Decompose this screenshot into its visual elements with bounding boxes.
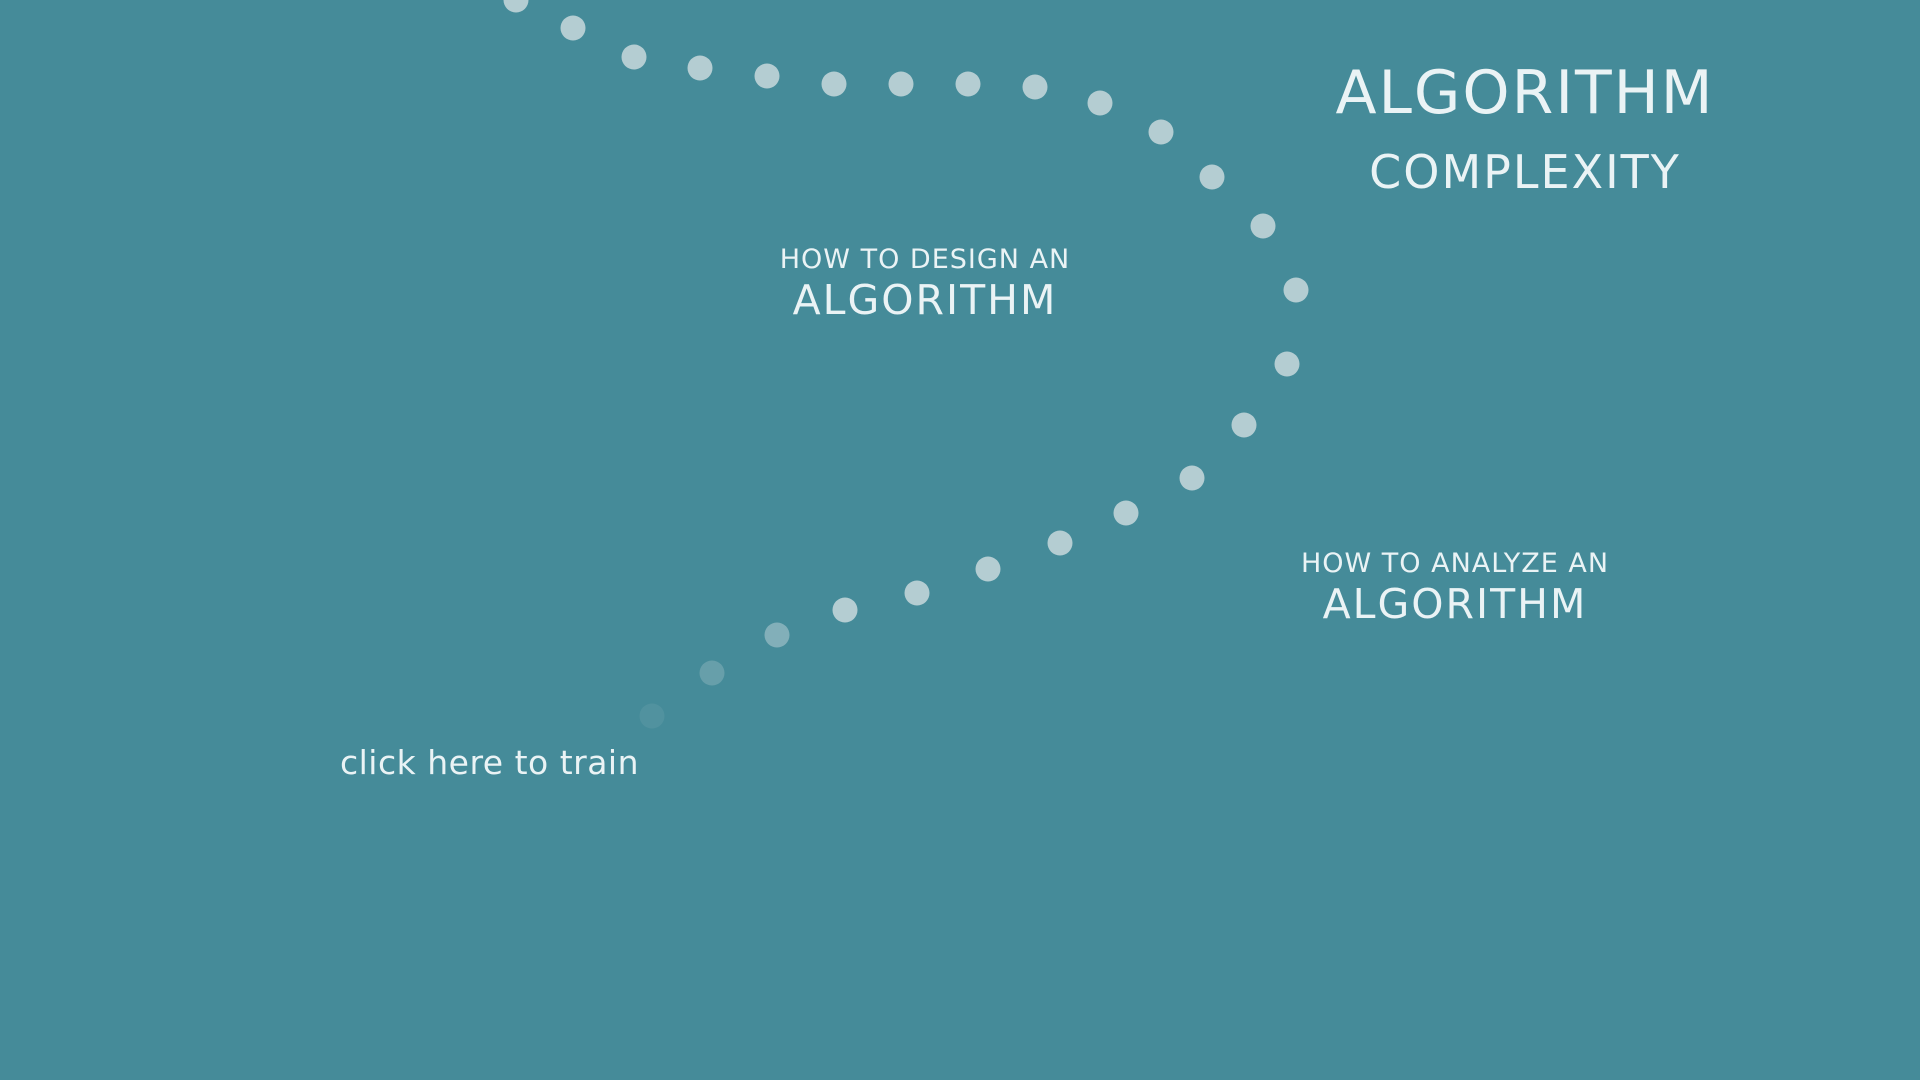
trail-dot [503, 0, 529, 13]
trail-dot [1179, 465, 1205, 491]
trail-dot [1250, 213, 1276, 239]
trail-dot [975, 556, 1001, 582]
trail-dot [888, 71, 914, 97]
trail-dot [687, 55, 713, 81]
trail-dot [621, 44, 647, 70]
trail-dot [1087, 90, 1113, 116]
trail-dot [1113, 500, 1139, 526]
design-algorithm-link[interactable]: HOW TO DESIGN AN ALGORITHM [740, 243, 1110, 323]
trail-dot [1047, 530, 1073, 556]
trail-dot [1148, 119, 1174, 145]
trail-dot [821, 71, 847, 97]
train-link[interactable]: click here to train [340, 743, 640, 782]
trail-dot [764, 622, 790, 648]
trail-dot [1022, 74, 1048, 100]
trail-dot [639, 703, 665, 729]
page-title: ALGORITHM [1335, 58, 1715, 128]
trail-dot [904, 580, 930, 606]
analyze-link-caption: HOW TO ANALYZE AN [1300, 548, 1610, 579]
design-link-title: ALGORITHM [792, 276, 1058, 324]
trail-dot [1283, 277, 1309, 303]
trail-dot [1231, 412, 1257, 438]
trail-dot [832, 597, 858, 623]
trail-dot [560, 15, 586, 41]
page-subtitle: COMPLEXITY [1369, 145, 1681, 199]
trail-dot [1199, 164, 1225, 190]
trail-dot [1274, 351, 1300, 377]
trail-dot [955, 71, 981, 97]
trail-dot [699, 660, 725, 686]
analyze-algorithm-link[interactable]: HOW TO ANALYZE AN ALGORITHM [1240, 547, 1670, 627]
design-link-caption: HOW TO DESIGN AN [779, 244, 1071, 275]
analyze-link-title: ALGORITHM [1322, 580, 1588, 628]
trail-dot [754, 63, 780, 89]
